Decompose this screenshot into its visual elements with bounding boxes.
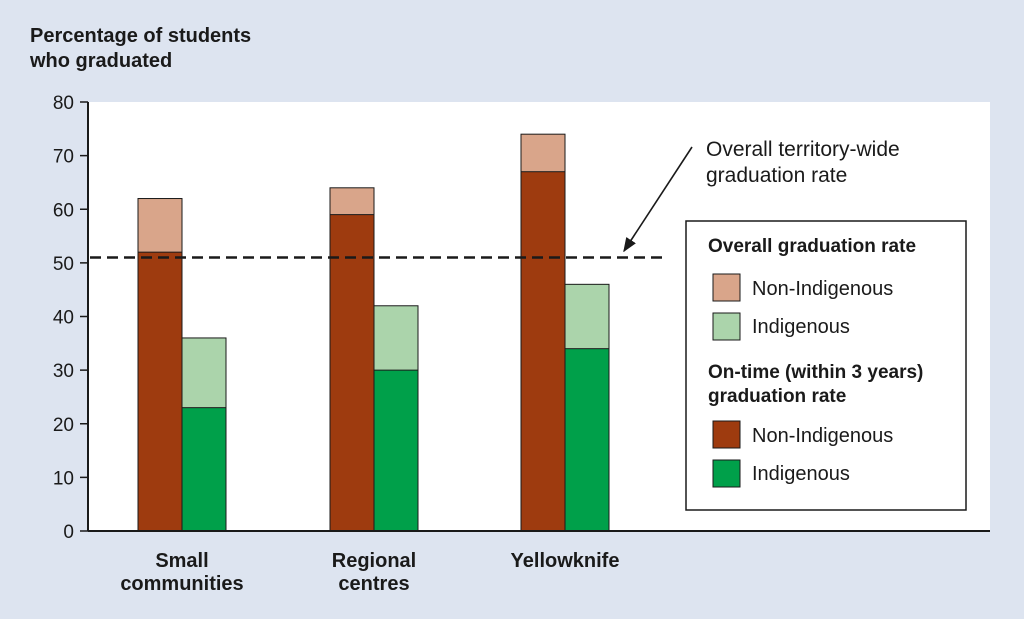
x-axis-labels: Small communities Regional centres Yellowkni… xyxy=(120,550,619,595)
bars xyxy=(137,133,610,532)
x-tick-label-line: centres xyxy=(338,573,409,595)
y-axis: 0 10 20 30 40 50 60 70 80 xyxy=(53,93,88,543)
y-tick-label-40: 40 xyxy=(53,308,74,329)
y-axis-title-line-2: who graduated xyxy=(29,50,172,72)
legend-label-ontime-non-indigenous: Non-Indigenous xyxy=(752,425,893,447)
reference-line-label-line-1: Overall territory-wide xyxy=(706,138,900,161)
x-tick-label-line: Yellowknife xyxy=(511,550,620,572)
legend-label-overall-non-indigenous: Non-Indigenous xyxy=(752,278,893,300)
x-tick-label-regional-centres: Regional centres xyxy=(332,550,416,595)
y-tick-label-0: 0 xyxy=(63,522,74,543)
legend-swatch-overall-non-indigenous xyxy=(712,273,741,302)
y-tick-label-70: 70 xyxy=(53,147,74,168)
bar-ontime-indigenous-regional-centres xyxy=(373,369,419,532)
bar-ontime-non-indigenous-small-communities xyxy=(137,251,183,532)
bar-ontime-non-indigenous-yellowknife xyxy=(520,171,566,532)
legend-swatch-ontime-non-indigenous xyxy=(712,420,741,449)
y-tick-label-30: 30 xyxy=(53,361,74,382)
y-tick-label-80: 80 xyxy=(53,93,74,114)
legend-group-overall-title: Overall graduation rate xyxy=(708,236,916,257)
y-tick-label-20: 20 xyxy=(53,415,74,436)
y-axis-title-line-1: Percentage of students xyxy=(30,25,251,47)
legend-group-ontime-title-line-1: On-time (within 3 years) xyxy=(708,362,923,383)
legend-group-ontime-title-line-2: graduation rate xyxy=(708,386,846,407)
legend-group-ontime-title: On-time (within 3 years) graduation rate xyxy=(708,362,929,407)
bar-ontime-non-indigenous-regional-centres xyxy=(329,214,375,532)
legend: Overall graduation rate Non-Indigenous I… xyxy=(685,220,967,511)
bar-ontime-indigenous-small-communities xyxy=(181,407,227,532)
x-tick-label-line: Regional xyxy=(332,550,416,572)
reference-line-label: Overall territory-wide graduation rate xyxy=(706,138,906,187)
y-tick-label-50: 50 xyxy=(53,254,74,275)
legend-label-overall-indigenous: Indigenous xyxy=(752,316,850,338)
y-tick-label-10: 10 xyxy=(53,468,74,489)
x-tick-label-line: communities xyxy=(120,573,243,595)
annotation-arrow xyxy=(623,146,693,253)
y-axis-title: Percentage of students who graduated xyxy=(29,25,257,72)
x-tick-label-small-communities: Small communities xyxy=(120,550,243,595)
legend-swatch-ontime-indigenous xyxy=(712,459,741,488)
y-tick-label-60: 60 xyxy=(53,200,74,221)
x-tick-label-yellowknife: Yellowknife xyxy=(511,550,620,572)
legend-label-ontime-indigenous: Indigenous xyxy=(752,463,850,485)
x-tick-label-line: Small xyxy=(155,550,208,572)
legend-swatch-overall-indigenous xyxy=(712,312,741,341)
reference-line-label-line-2: graduation rate xyxy=(706,164,847,187)
bar-ontime-indigenous-yellowknife xyxy=(564,348,610,532)
